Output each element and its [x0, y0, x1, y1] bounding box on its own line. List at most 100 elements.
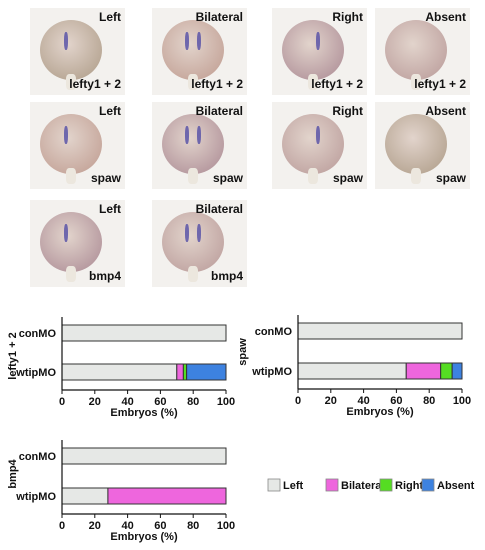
embryo-image — [162, 114, 224, 174]
embryo-image — [40, 20, 102, 80]
bar-segment-lefty1-2-wtipmo-absent — [186, 363, 227, 381]
panel-pattern-label: Absent — [425, 104, 466, 118]
bar-segment-lefty1-2-wtipmo-bilateral — [176, 363, 184, 381]
category-label: conMO — [19, 451, 57, 463]
panel-gene-label: spaw — [435, 171, 466, 185]
panel-pattern-label: Bilateral — [195, 202, 243, 216]
panel-pattern-label: Left — [99, 10, 121, 24]
bar-segment-bmp4-wtipmo-left — [61, 487, 109, 505]
panel-pattern-label: Right — [332, 104, 363, 118]
legend-swatch-right — [379, 478, 393, 492]
legend-swatch-absent — [421, 478, 435, 492]
embryo-image — [282, 114, 344, 174]
x-tick-label: 40 — [121, 396, 133, 408]
embryo-panel-spaw-left: Left spaw — [30, 102, 125, 189]
embryo-panel-spaw-absent: Absent spaw — [375, 102, 470, 189]
x-tick-label: 60 — [154, 520, 166, 532]
x-tick-label: 40 — [121, 520, 133, 532]
expression-stripe — [185, 224, 189, 242]
embryo-panel-spaw-bilateral: Bilateral spaw — [152, 102, 247, 189]
x-tick-label: 100 — [217, 520, 235, 532]
embryo-panel-lefty1-2-absent: Absent lefty1 + 2 — [375, 8, 470, 95]
bar-segment-spaw-wtipmo-right — [440, 362, 453, 380]
panel-pattern-label: Left — [99, 202, 121, 216]
expression-stripe — [64, 32, 68, 50]
x-tick-label: 60 — [390, 395, 402, 407]
bar-segment-bmp4-conmo-left — [61, 447, 227, 465]
bar-segment-lefty1-2-conmo-left — [61, 324, 227, 342]
x-tick-label: 80 — [187, 396, 199, 408]
panel-pattern-label: Bilateral — [195, 10, 243, 24]
x-axis-title: Embryos (%) — [110, 407, 178, 419]
expression-stripe — [316, 126, 320, 144]
embryo-panel-lefty1-2-left: Left lefty1 + 2 — [30, 8, 125, 95]
x-tick-label: 40 — [357, 395, 369, 407]
yolk-extension — [188, 266, 198, 282]
embryo-image — [40, 114, 102, 174]
yolk-extension — [308, 168, 318, 184]
embryo-panel-bmp4-left: Left bmp4 — [30, 200, 125, 287]
expression-stripe — [185, 32, 189, 50]
panel-gene-label: bmp4 — [88, 269, 121, 283]
panel-pattern-label: Absent — [425, 10, 466, 24]
x-tick-label: 60 — [154, 396, 166, 408]
yolk-extension — [66, 168, 76, 184]
embryo-panel-spaw-right: Right spaw — [272, 102, 367, 189]
panel-pattern-label: Left — [99, 104, 121, 118]
embryo-image — [385, 20, 447, 80]
panel-gene-label: spaw — [332, 171, 363, 185]
category-label: wtipMO — [251, 366, 292, 378]
panel-pattern-label: Right — [332, 10, 363, 24]
category-label: conMO — [19, 328, 57, 340]
category-label: conMO — [255, 326, 293, 338]
x-tick-label: 0 — [295, 395, 301, 407]
yolk-extension — [188, 74, 198, 90]
x-tick-label: 100 — [217, 396, 235, 408]
y-axis-title: bmp4 — [7, 458, 19, 488]
yolk-extension — [411, 74, 421, 90]
x-axis-title: Embryos (%) — [110, 531, 178, 543]
x-tick-label: 80 — [423, 395, 435, 407]
panel-gene-label: bmp4 — [210, 269, 243, 283]
embryo-image — [40, 212, 102, 272]
x-tick-label: 0 — [59, 396, 65, 408]
x-tick-label: 0 — [59, 520, 65, 532]
embryo-panel-lefty1-2-right: Right lefty1 + 2 — [272, 8, 367, 95]
panel-gene-label: spaw — [212, 171, 243, 185]
panel-gene-label: lefty1 + 2 — [311, 77, 363, 91]
yolk-extension — [411, 168, 421, 184]
yolk-extension — [66, 74, 76, 90]
expression-stripe — [316, 32, 320, 50]
x-tick-label: 20 — [325, 395, 337, 407]
panel-pattern-label: Bilateral — [195, 104, 243, 118]
panel-gene-label: lefty1 + 2 — [191, 77, 243, 91]
x-tick-label: 20 — [89, 520, 101, 532]
x-axis-title: Embryos (%) — [346, 406, 414, 418]
yolk-extension — [66, 266, 76, 282]
x-tick-label: 80 — [187, 520, 199, 532]
category-label: wtipMO — [15, 367, 56, 379]
embryo-image — [162, 212, 224, 272]
category-label: wtipMO — [15, 491, 56, 503]
y-axis-title: lefty1 + 2 — [7, 332, 19, 379]
expression-stripe — [197, 126, 201, 144]
expression-stripe — [64, 126, 68, 144]
x-tick-label: 100 — [453, 395, 471, 407]
expression-stripe — [64, 224, 68, 242]
bar-segment-spaw-wtipmo-left — [297, 362, 407, 380]
embryo-image — [162, 20, 224, 80]
embryo-panel-bmp4-bilateral: Bilateral bmp4 — [152, 200, 247, 287]
legend-label-right: Right — [395, 480, 423, 492]
panel-gene-label: spaw — [90, 171, 121, 185]
legend-swatch-left — [267, 478, 281, 492]
expression-stripe — [197, 224, 201, 242]
legend-label-left: Left — [283, 480, 304, 492]
y-axis-title: spaw — [237, 338, 249, 366]
bar-segment-spaw-conmo-left — [297, 322, 463, 340]
expression-stripe — [185, 126, 189, 144]
legend-label-absent: Absent — [437, 480, 475, 492]
expression-stripe — [197, 32, 201, 50]
embryo-image — [282, 20, 344, 80]
bar-segment-spaw-wtipmo-absent — [451, 362, 463, 380]
panel-gene-label: lefty1 + 2 — [414, 77, 466, 91]
